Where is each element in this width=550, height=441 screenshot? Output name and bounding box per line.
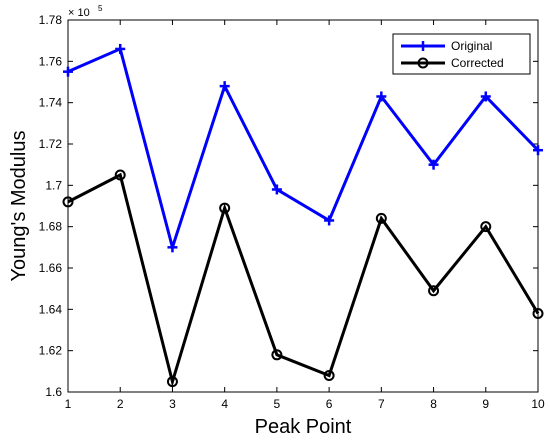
y-tick-label: 1.78 [39,13,63,27]
y-tick-label: 1.72 [39,137,63,151]
legend-box [392,33,531,75]
y-axis-title: Young's Modulus [8,131,30,282]
x-axis-title: Peak Point [255,416,352,438]
x-tick-label: 9 [482,397,489,411]
data-point-original [376,91,387,102]
y-tick-label: 1.64 [39,302,63,316]
legend-marker-original [418,41,428,51]
y-multiplier-exponent: 5 [98,4,103,13]
series-corrected [62,169,544,388]
x-tick-label: 3 [169,397,176,411]
data-point-corrected [114,169,126,181]
data-point-original [115,43,126,54]
data-point-original [63,66,73,77]
data-point-corrected [219,202,231,214]
series-original [63,43,543,253]
x-tick-label: 10 [531,397,545,411]
legend-item-corrected: Corrected [401,56,504,70]
data-point-original [167,242,178,253]
y-multiplier-label: × 10 [68,7,90,19]
y-tick-label: 1.62 [39,344,63,358]
data-point-corrected [428,285,440,297]
data-point-original [219,81,230,92]
x-tick-label: 4 [221,397,228,411]
data-point-original [324,215,335,226]
y-tick-label: 1.76 [39,54,63,68]
legend-marker-corrected [417,57,429,69]
data-point-corrected [532,307,544,319]
x-tick-label: 8 [430,397,437,411]
series-line-original [67,46,540,253]
x-tick-label: 1 [65,397,72,411]
x-tick-label: 6 [326,397,333,411]
data-point-original [271,184,282,195]
x-tick-label: 5 [274,397,281,411]
data-point-corrected [375,212,387,224]
legend: Original Corrected [392,33,531,75]
series-layer [62,43,544,388]
data-point-corrected [323,369,335,381]
legend-label-corrected: Corrected [451,56,504,70]
data-point-original [428,159,439,170]
y-tick-label: 1.7 [45,178,62,192]
y-tick-label: 1.6 [45,385,62,399]
legend-item-original: Original [401,39,492,53]
data-point-original [480,91,491,102]
axis-ticks: 1 2 3 4 5 6 7 8 9 10 1.6 1.62 1.64 1.66 1.68 1.7 1.72 1.7… [39,13,545,411]
x-tick-label: 2 [117,397,124,411]
data-point-original [533,145,543,156]
data-point-corrected [480,221,492,233]
y-tick-label: 1.68 [39,220,63,234]
data-point-corrected [271,349,283,361]
y-tick-label: 1.74 [39,96,63,110]
y-tick-label: 1.66 [39,261,63,275]
data-point-corrected [62,196,74,208]
legend-label-original: Original [451,39,492,53]
data-point-corrected [166,376,178,388]
series-line-corrected [67,172,540,388]
x-tick-label: 7 [378,397,385,411]
